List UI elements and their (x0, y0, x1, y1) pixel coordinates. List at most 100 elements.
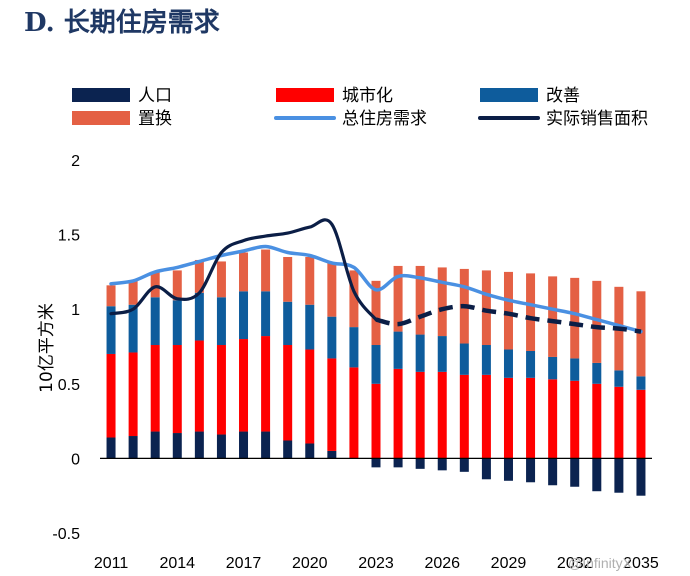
bar-segment-population (636, 458, 646, 496)
bar-segment-replacement (283, 256, 293, 302)
bar-segment-replacement (503, 271, 513, 350)
x-tick-label: 2011 (94, 555, 129, 572)
chart-title: D. 长期住房需求 (24, 8, 220, 38)
bar-segment-urbanization (481, 374, 491, 459)
bar-segment-improvement (548, 356, 558, 380)
bar-segment-population (614, 458, 624, 493)
legend-swatch-urbanization (276, 88, 334, 102)
bar-segment-improvement (592, 362, 602, 384)
legend-label-replacement: 置换 (138, 109, 172, 129)
total-demand-line (109, 244, 643, 334)
bar-segment-replacement (305, 256, 315, 305)
bar-segment-improvement (305, 304, 315, 350)
legend-label-urbanization: 城市化 (342, 86, 393, 106)
bar-segment-population (592, 458, 602, 492)
bar-segment-population (150, 431, 160, 459)
bar-segment-urbanization (172, 345, 182, 434)
bar-segment-population (261, 431, 271, 459)
y-tick-label: 2 (71, 153, 80, 170)
bar-segment-urbanization (327, 358, 337, 451)
bar-segment-improvement (283, 301, 293, 346)
bar-segment-improvement (459, 343, 469, 375)
bar-segment-replacement (526, 273, 536, 351)
watermark-text: @InfinityX (568, 555, 633, 571)
legend-label-population: 人口 (138, 86, 172, 106)
bar-segment-improvement (503, 349, 513, 378)
bar-segment-improvement (371, 345, 381, 384)
bar-segment-population (459, 458, 469, 472)
bar-series-group (106, 249, 646, 496)
bar-segment-improvement (526, 350, 536, 378)
bar-segment-replacement (636, 291, 646, 377)
bar-segment-urbanization (106, 353, 116, 438)
bar-segment-urbanization (570, 380, 580, 459)
bar-segment-improvement (349, 327, 359, 368)
bar-segment-replacement (437, 267, 447, 337)
bar-segment-replacement (393, 265, 403, 332)
bar-segment-urbanization (437, 371, 447, 459)
bar-segment-urbanization (503, 377, 513, 459)
bar-segment-replacement (592, 280, 602, 363)
x-tick-label: 2032 (557, 555, 593, 572)
bar-segment-population (548, 458, 558, 486)
bar-segment-urbanization (349, 367, 359, 459)
bar-segment-improvement (261, 291, 271, 337)
bar-segment-replacement (261, 249, 271, 292)
bar-segment-urbanization (548, 379, 558, 459)
bar-segment-replacement (570, 277, 580, 359)
y-tick-label: 1.5 (58, 228, 80, 245)
bar-segment-replacement (150, 271, 160, 298)
bar-segment-population (172, 433, 182, 459)
bar-segment-improvement (106, 306, 116, 354)
bar-segment-urbanization (459, 374, 469, 459)
bar-segment-replacement (128, 280, 138, 305)
bar-segment-replacement (106, 285, 116, 307)
y-tick-label: 1 (71, 302, 80, 319)
bar-segment-population (415, 458, 425, 469)
bar-segment-population (503, 458, 513, 481)
bar-segment-urbanization (128, 352, 138, 437)
x-tick-label: 2017 (226, 555, 262, 572)
bar-segment-urbanization (194, 340, 204, 432)
legend-swatch-population (72, 88, 130, 102)
bar-segment-population (570, 458, 580, 487)
x-tick-label: 2014 (159, 555, 195, 572)
bar-segment-population (481, 458, 491, 480)
bar-segment-urbanization (371, 383, 381, 459)
x-tick-label: 2023 (358, 555, 394, 572)
bar-segment-urbanization (415, 371, 425, 459)
legend-swatch-improvement (480, 88, 538, 102)
x-axis: 2011 2014 2017 2020 2023 2026 2029 2032 2035 (94, 555, 659, 572)
bar-segment-improvement (239, 291, 249, 340)
bar-segment-replacement (327, 262, 337, 317)
legend-label-total_demand: 总住房需求 (342, 109, 427, 129)
bar-segment-population (106, 437, 116, 459)
x-tick-label: 2029 (491, 555, 527, 572)
y-axis-title: 10亿平方米 (37, 303, 57, 393)
x-tick-label: 2026 (424, 555, 460, 572)
bar-segment-improvement (150, 297, 160, 346)
actual-sales-line-forecast (375, 303, 642, 334)
bar-segment-urbanization (636, 389, 646, 459)
actual-sales-line-historical (109, 218, 378, 322)
bar-segment-population (194, 431, 204, 459)
bar-segment-improvement (570, 358, 580, 381)
bar-segment-improvement (327, 316, 337, 359)
bar-segment-population (305, 443, 315, 459)
bar-segment-improvement (437, 336, 447, 372)
bar-segment-urbanization (261, 336, 271, 432)
bar-segment-improvement (415, 334, 425, 372)
bar-segment-improvement (481, 345, 491, 375)
bar-segment-population (239, 431, 249, 459)
y-axis: 2 1.5 1 0.5 0 -0.5 (52, 153, 652, 543)
bar-segment-improvement (393, 331, 403, 369)
bar-segment-improvement (194, 292, 204, 341)
bar-segment-improvement (636, 376, 646, 390)
bar-segment-replacement (548, 276, 558, 357)
line-series-group (109, 218, 643, 334)
bar-segment-urbanization (592, 383, 602, 459)
bar-segment-urbanization (239, 339, 249, 432)
bar-segment-replacement (481, 270, 491, 346)
y-tick-label: 0.5 (58, 377, 80, 394)
